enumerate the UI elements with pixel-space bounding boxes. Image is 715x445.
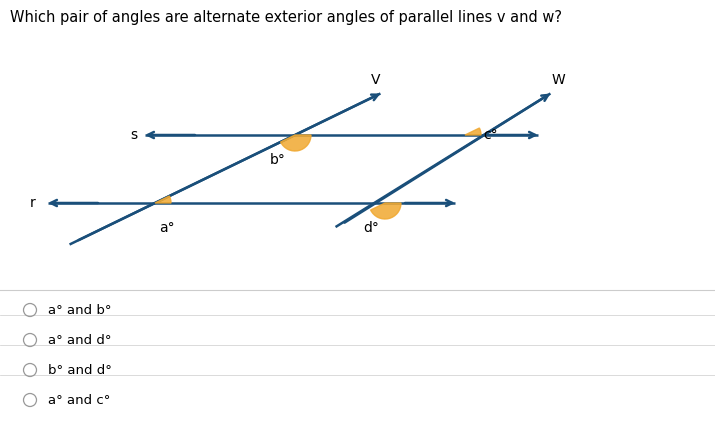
Text: a° and d°: a° and d° [48,333,112,347]
Text: V: V [370,73,380,88]
Wedge shape [280,135,311,151]
Text: s: s [130,128,137,142]
Wedge shape [370,203,401,219]
Text: a° and c°: a° and c° [48,393,110,406]
Text: a°: a° [159,221,174,235]
Text: r: r [30,196,36,210]
Wedge shape [155,196,171,203]
Text: b°: b° [270,153,286,167]
Wedge shape [465,128,481,135]
Text: c°: c° [483,128,498,142]
Text: d°: d° [363,221,379,235]
Text: b° and d°: b° and d° [48,364,112,376]
Text: a° and b°: a° and b° [48,303,112,316]
Text: Which pair of angles are alternate exterior angles of parallel lines v and w?: Which pair of angles are alternate exter… [10,10,562,25]
Text: W: W [551,73,566,88]
